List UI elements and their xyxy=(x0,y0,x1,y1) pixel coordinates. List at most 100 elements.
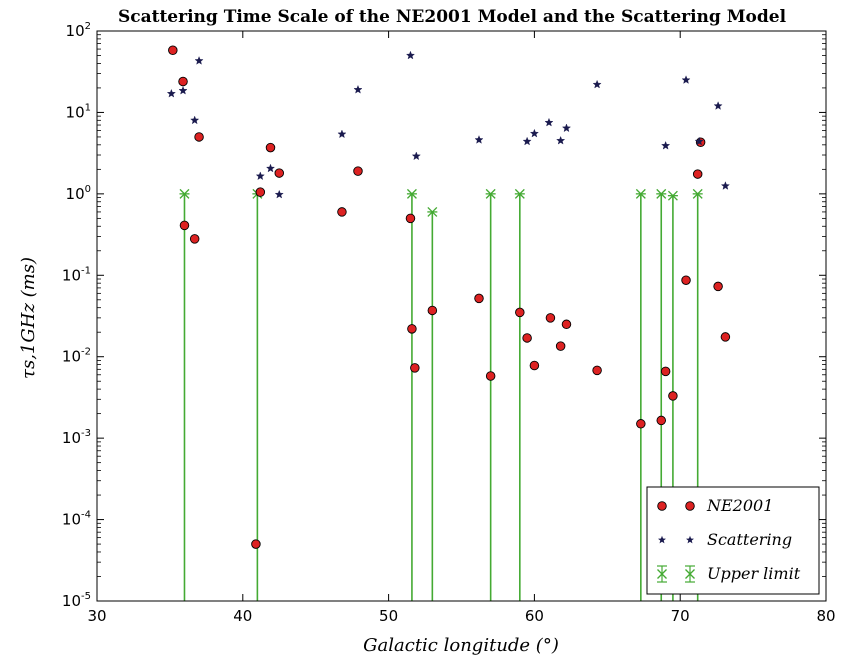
y-tick-exponent: 1 xyxy=(85,102,91,113)
scattering-point xyxy=(274,189,284,199)
ne2001-point xyxy=(545,313,556,323)
ne2001-point xyxy=(555,341,566,351)
scattering-point xyxy=(337,129,347,139)
scattering-point xyxy=(713,101,723,110)
ne2001-point xyxy=(692,169,703,179)
ne2001-point xyxy=(194,132,204,142)
y-tick-label: 10-3 xyxy=(62,428,91,447)
ne2001-point xyxy=(485,371,496,381)
scattering-point xyxy=(194,56,204,65)
y-tick-label: 10-5 xyxy=(62,591,91,610)
y-tick-exponent: -5 xyxy=(81,591,91,602)
upper-limit-marker xyxy=(427,206,438,217)
scattering-point xyxy=(561,123,571,133)
scattering-point xyxy=(522,136,532,146)
y-tick-exponent: -2 xyxy=(81,347,91,358)
upper-limit-marker xyxy=(179,188,190,199)
scattering-point xyxy=(265,163,276,173)
legend-label: NE2001 xyxy=(706,496,773,515)
ne2001-point xyxy=(529,360,540,371)
scattering-point xyxy=(166,88,176,98)
x-tick-label: 40 xyxy=(233,607,252,625)
y-tick-base: 10 xyxy=(62,592,81,610)
ne2001-point xyxy=(178,76,188,87)
y-tick-base: 10 xyxy=(66,185,85,203)
ne2001-point xyxy=(405,213,416,224)
y-tick-base: 10 xyxy=(66,103,85,121)
upper-limit-marker xyxy=(635,188,646,199)
ne2001-point xyxy=(274,168,285,178)
scattering-point xyxy=(694,136,704,146)
ne2001-point xyxy=(337,207,347,217)
ne2001-point xyxy=(592,365,602,376)
y-tick-exponent: 2 xyxy=(85,21,91,32)
y-tick-label: 102 xyxy=(66,21,91,40)
upper-limit-marker xyxy=(656,188,667,199)
legend-upper-limit-marker xyxy=(685,565,695,583)
scattering-point xyxy=(544,117,554,127)
ne2001-point xyxy=(681,275,691,285)
ne2001-point xyxy=(410,363,420,373)
y-tick-exponent: -3 xyxy=(81,428,91,439)
ne2001-point xyxy=(720,332,731,342)
x-axis-label: Galactic longitude (°) xyxy=(363,635,559,656)
y-tick-label: 10-2 xyxy=(62,347,91,366)
upper-limit-marker xyxy=(692,188,703,199)
legend-box xyxy=(646,486,820,595)
legend-ne2001-marker xyxy=(657,501,667,511)
upper-limit-marker xyxy=(514,188,525,199)
ne2001-point xyxy=(427,305,438,316)
scattering-point xyxy=(681,75,691,84)
chart-title: Scattering Time Scale of the NE2001 Mode… xyxy=(118,7,787,27)
y-tick-base: 10 xyxy=(62,429,81,447)
ne2001-point xyxy=(189,234,200,244)
axes-layer: 30 40 50 60 70 8010-510-410-310-210-110010110… xyxy=(62,21,836,625)
ne2001-point xyxy=(407,324,417,334)
y-axis-label: τs,1GHz (ms) xyxy=(18,257,39,379)
ne2001-point xyxy=(656,415,666,426)
x-tick-label: 30 xyxy=(87,607,106,625)
upper-limit-marker xyxy=(667,190,678,201)
ne2001-point xyxy=(636,419,646,429)
scattering-point xyxy=(592,79,602,89)
scattering-point xyxy=(556,135,566,145)
y-tick-base: 10 xyxy=(62,511,81,529)
ne2001-point xyxy=(353,166,363,176)
x-tick-label: 70 xyxy=(671,607,690,625)
y-tick-exponent: -1 xyxy=(81,265,91,276)
y-tick-label: 10-1 xyxy=(62,265,91,284)
y-tick-base: 10 xyxy=(66,22,85,40)
ne2001-point xyxy=(522,333,532,343)
ne2001-point xyxy=(251,539,261,549)
scattering-point xyxy=(178,85,188,95)
scattering-point xyxy=(474,135,484,144)
scattering-point xyxy=(255,171,265,181)
legend: NE2001 Scattering Upper limit xyxy=(646,486,820,595)
legend-upper-limit-marker xyxy=(657,565,667,583)
y-tick-label: 100 xyxy=(66,184,91,203)
y-tick-exponent: -4 xyxy=(81,510,91,521)
ne2001-point xyxy=(660,366,671,377)
ne2001-point xyxy=(265,142,276,153)
scattering-point xyxy=(661,140,671,150)
ne2001-point xyxy=(713,281,723,292)
scattering-point xyxy=(529,128,539,138)
plot-frame xyxy=(96,30,827,602)
scattering-point xyxy=(405,50,415,60)
scattering-point xyxy=(720,181,730,190)
scattering-point xyxy=(190,115,200,125)
ne2001-point xyxy=(168,45,178,56)
y-tick-exponent: 0 xyxy=(85,184,91,195)
legend-scattering-marker xyxy=(686,535,694,544)
legend-ne2001-marker xyxy=(685,501,695,511)
legend-label: Upper limit xyxy=(707,564,801,583)
x-tick-label: 60 xyxy=(525,607,544,625)
legend-scattering-marker xyxy=(658,535,666,544)
y-tick-label: 101 xyxy=(66,102,91,121)
x-tick-label: 80 xyxy=(816,607,835,625)
ne2001-point xyxy=(474,293,484,304)
y-tick-base: 10 xyxy=(62,348,81,366)
scattering-point xyxy=(353,84,363,94)
legend-label: Scattering xyxy=(707,530,792,549)
